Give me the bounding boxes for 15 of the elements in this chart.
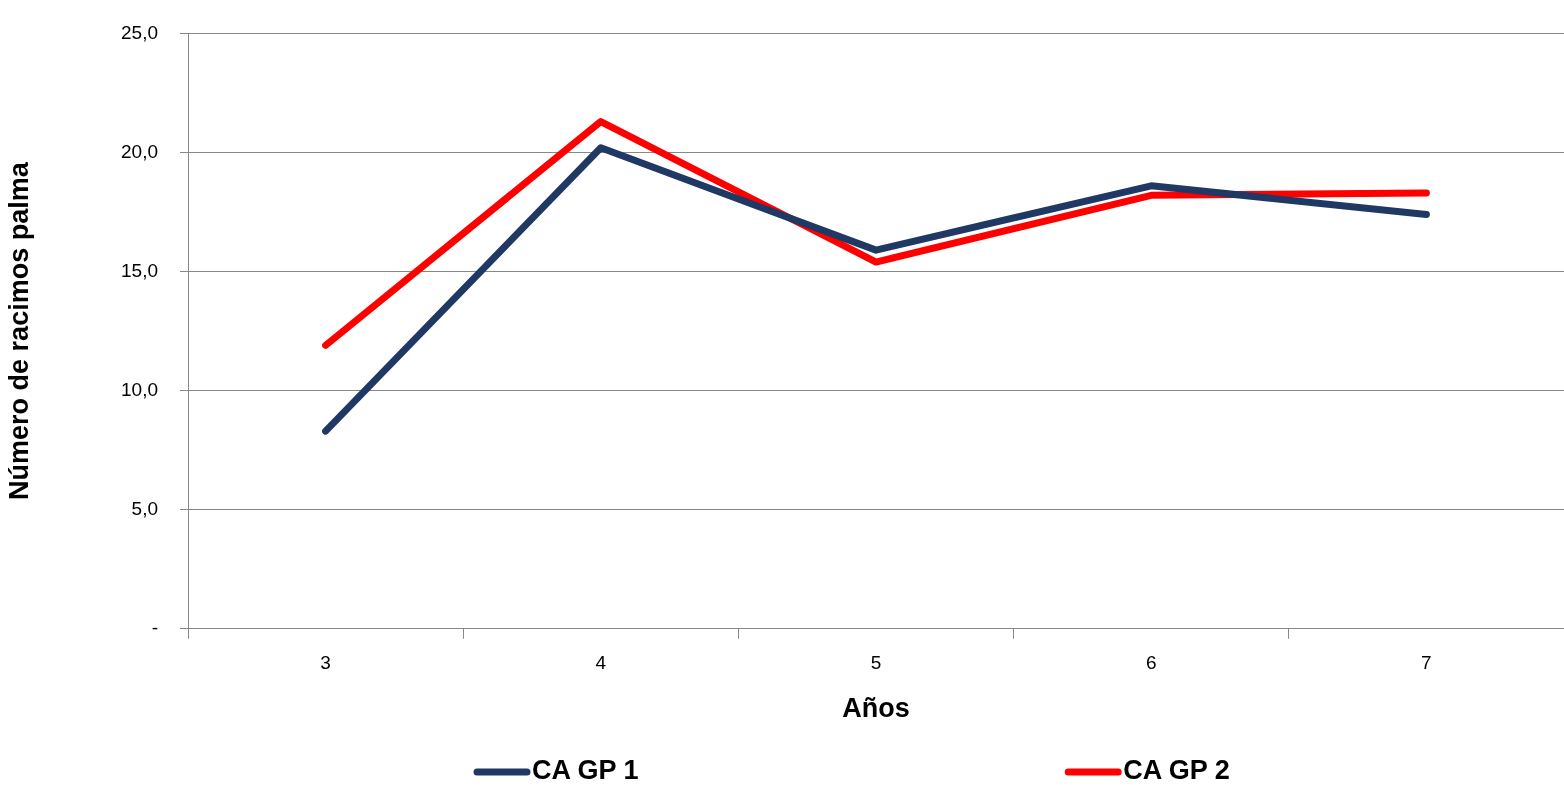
y-tick-label: 15,0 xyxy=(121,259,158,281)
y-tick-label: 5,0 xyxy=(131,497,158,519)
y-axis-title: Número de racimos palma xyxy=(3,161,34,500)
y-tick-label: 20,0 xyxy=(121,140,158,162)
x-tick-label: 6 xyxy=(1145,652,1157,674)
x-tick-label: 5 xyxy=(870,652,882,674)
y-tick-label: 10,0 xyxy=(121,378,158,400)
y-tick-label: 25,0 xyxy=(121,21,158,43)
x-tick-label: 4 xyxy=(595,652,607,674)
x-tick-label: 3 xyxy=(320,652,331,674)
legend-label: CA GP 1 xyxy=(532,755,639,786)
legend-label: CA GP 2 xyxy=(1123,755,1230,786)
x-axis-title: Años xyxy=(842,693,910,724)
x-tick-label: 7 xyxy=(1421,652,1432,674)
y-tick-label: - xyxy=(151,617,158,639)
